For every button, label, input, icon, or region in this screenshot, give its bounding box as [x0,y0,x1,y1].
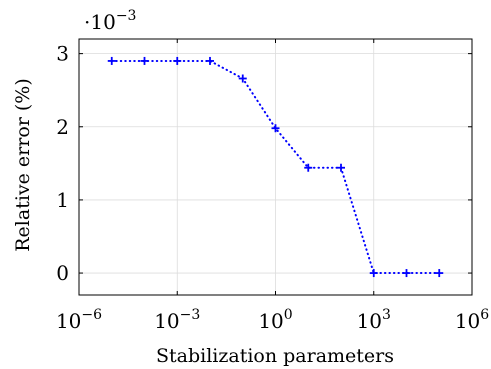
y-tick-label: 2 [56,115,69,139]
data-point [107,56,116,65]
x-tick-label-exponent: 0 [284,307,293,323]
y-tick-label: 3 [56,42,69,66]
x-tick-label: 106 [455,307,489,333]
x-tick-label-base: 10 [455,309,480,333]
x-tick-label-base: 10 [357,309,382,333]
x-tick-label-exponent: 6 [480,307,489,323]
data-point [402,269,411,278]
x-tick-label-base: 10 [258,309,283,333]
x-tick-label: 10−6 [56,307,102,333]
y-scale-factor-exponent: −3 [116,8,137,24]
y-scale-factor-base: ·10 [84,10,116,34]
x-tick-label-exponent: 3 [382,307,391,323]
data-point [271,124,280,133]
y-scale-factor: ·10−3 [84,8,136,34]
data-point [337,163,345,172]
x-tick-label-exponent: −6 [81,307,102,323]
y-tick-label: 1 [56,188,69,212]
grid [78,39,473,295]
y-axis-title: Relative error (%) [12,78,34,252]
x-tick-label-exponent: −3 [180,307,201,323]
x-tick-label: 103 [357,307,391,333]
data-point [369,269,378,278]
data-point [435,269,444,278]
x-tick-label: 10−3 [154,307,200,333]
x-tick-label: 100 [258,307,292,333]
data-point [173,56,182,65]
data-point [206,56,214,65]
data-point [304,163,313,172]
x-tick-label-base: 10 [154,309,179,333]
data-point [238,74,247,83]
y-tick-label: 0 [56,261,69,285]
series-group [107,56,444,278]
x-axis-title: Stabilization parameters [156,345,394,367]
data-point [140,56,149,65]
x-tick-label-base: 10 [56,309,81,333]
